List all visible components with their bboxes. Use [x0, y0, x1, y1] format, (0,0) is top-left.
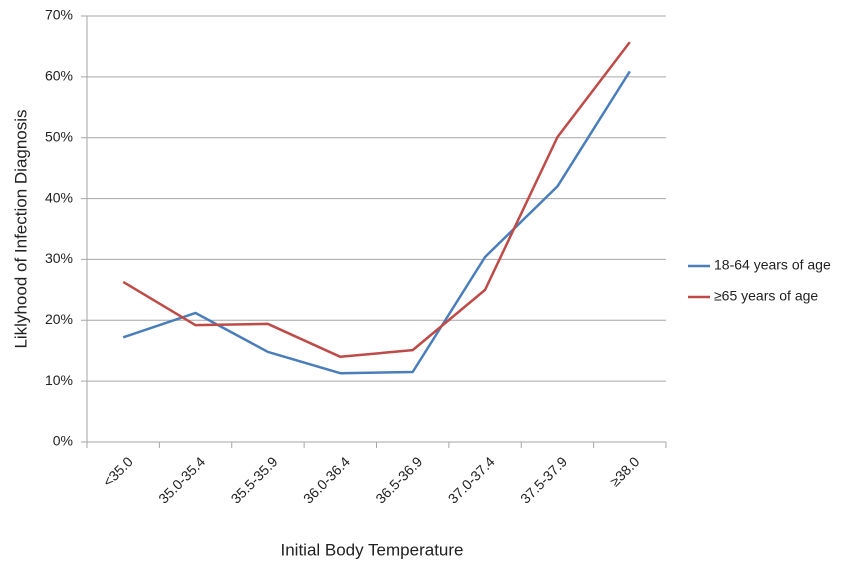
y-axis-title: Liklyhood of Infection Diagnosis: [11, 109, 30, 348]
x-tick-label: 37.5-37.9: [517, 453, 570, 506]
series-line: [122, 70, 631, 375]
y-tick-label: 30%: [45, 250, 73, 266]
legend-label: 18-64 years of age: [714, 257, 831, 273]
y-tick-label: 70%: [45, 7, 73, 23]
y-tick-label: 50%: [45, 128, 73, 144]
x-tick-label: 35.5-35.9: [228, 453, 281, 506]
legend-label: ≥65 years of age: [714, 288, 818, 304]
y-tick-label: 60%: [45, 68, 73, 84]
y-tick-label: 10%: [45, 372, 73, 388]
x-tick-label: 35.0-35.4: [155, 453, 208, 506]
x-tick-label: <35.0: [100, 453, 137, 490]
series-line: [122, 41, 631, 359]
y-tick-label: 40%: [45, 189, 73, 205]
x-tick-label: 36.5-36.9: [372, 453, 425, 506]
y-tick-label: 0%: [53, 433, 73, 449]
x-tick-label: 36.0-36.4: [300, 453, 353, 506]
y-tick-label: 20%: [45, 311, 73, 327]
x-tick-label: ≥38.0: [607, 453, 643, 489]
x-tick-label: 37.0-37.4: [445, 453, 498, 506]
x-axis-title: Initial Body Temperature: [280, 540, 463, 559]
